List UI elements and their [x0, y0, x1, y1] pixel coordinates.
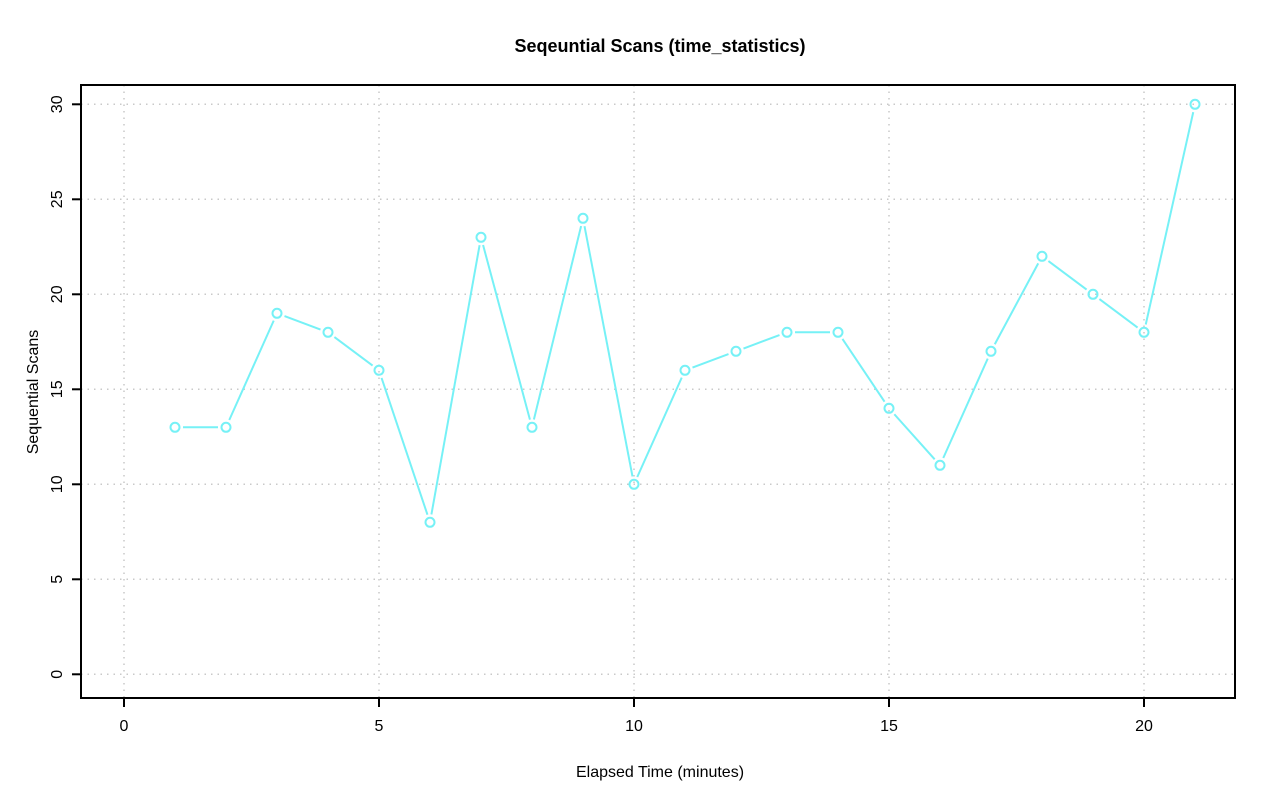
data-point-marker	[220, 421, 232, 433]
data-point-marker	[271, 307, 283, 319]
series-line-segment	[692, 353, 729, 369]
series-line-segment	[430, 244, 481, 515]
y-tick-label: 20	[49, 285, 66, 303]
data-point-marker	[424, 516, 436, 528]
series-line-segment	[380, 377, 429, 516]
data-point-marker	[373, 364, 385, 376]
data-point-marker	[1189, 98, 1201, 110]
y-tick-label: 25	[49, 190, 66, 208]
series-line-segment	[228, 320, 275, 421]
series-line-segment	[1047, 260, 1088, 291]
series-line-segment	[841, 338, 886, 403]
plot-border	[80, 84, 1236, 699]
series-line-segment	[893, 413, 936, 461]
data-point-marker	[1087, 288, 1099, 300]
series-line-segment	[333, 336, 374, 367]
data-point-marker	[577, 212, 589, 224]
x-tick-label: 15	[880, 718, 898, 735]
series-line-segment	[482, 244, 531, 420]
data-point-marker	[475, 231, 487, 243]
data-point-marker	[169, 421, 181, 433]
series-line-segment	[636, 377, 683, 478]
x-tick-label: 5	[375, 718, 384, 735]
series-line-segment	[532, 225, 583, 420]
y-tick-label: 10	[49, 475, 66, 493]
y-tick-label: 5	[49, 575, 66, 584]
data-point-marker	[679, 364, 691, 376]
x-tick-label: 0	[120, 718, 129, 735]
series-line-segment	[993, 262, 1040, 345]
y-tick-label: 30	[49, 95, 66, 113]
data-series-layer	[169, 98, 1201, 528]
y-axis-label: Sequential Scans	[25, 330, 42, 455]
x-tick-label: 10	[625, 718, 643, 735]
series-line-segment	[284, 315, 321, 331]
y-tick-label: 0	[49, 670, 66, 679]
series-line-segment	[583, 225, 634, 477]
data-point-marker	[985, 345, 997, 357]
axis-layer: 0 5 10 15 20 0 5 10 15 20 25 30	[49, 84, 1236, 735]
data-point-marker	[1036, 250, 1048, 262]
data-point-marker	[628, 478, 640, 490]
data-point-marker	[322, 326, 334, 338]
data-point-marker	[1138, 326, 1150, 338]
data-point-marker	[730, 345, 742, 357]
x-tick-label: 20	[1135, 718, 1153, 735]
chart-title: Seqeuntial Scans (time_statistics)	[514, 36, 805, 56]
grid-layer	[81, 85, 1235, 698]
x-axis-label: Elapsed Time (minutes)	[576, 764, 744, 781]
series-line-segment	[1144, 111, 1195, 325]
data-point-marker	[526, 421, 538, 433]
data-point-marker	[883, 402, 895, 414]
series-line-segment	[743, 334, 780, 350]
y-tick-label: 15	[49, 380, 66, 398]
series-line-segment	[1098, 298, 1139, 329]
data-point-marker	[934, 459, 946, 471]
data-point-marker	[832, 326, 844, 338]
series-line-segment	[942, 358, 989, 459]
data-point-marker	[781, 326, 793, 338]
